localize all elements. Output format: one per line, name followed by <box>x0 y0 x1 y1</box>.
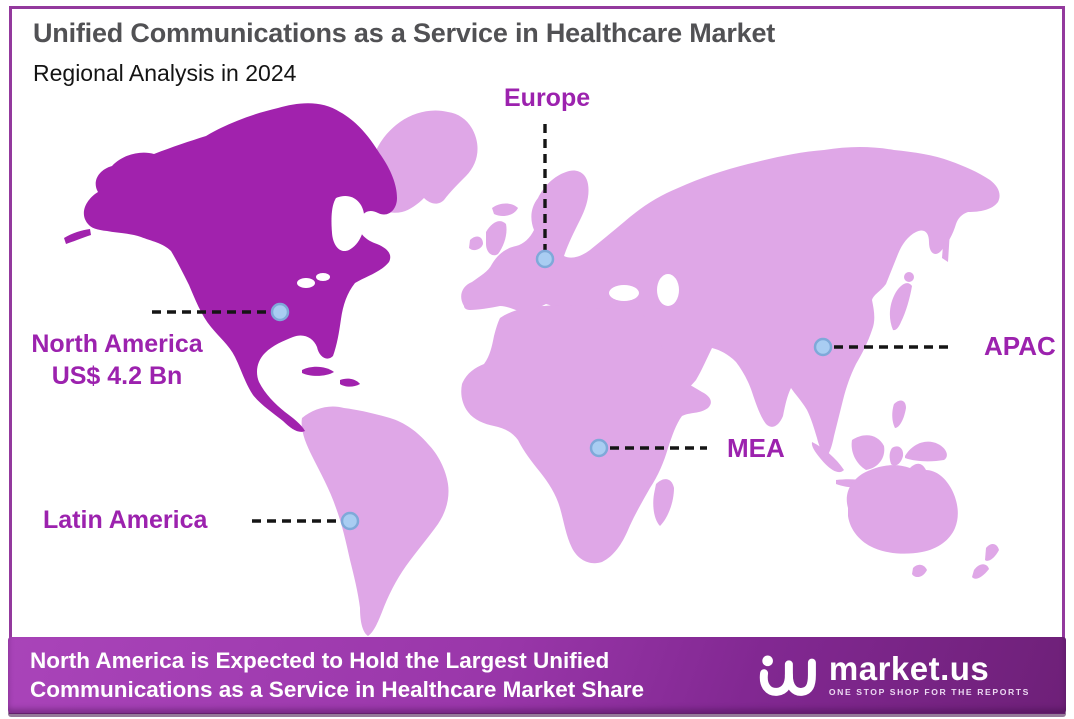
landmass-sakhalin <box>942 230 950 262</box>
marketus-logo-name: market.us <box>828 650 990 687</box>
page-subtitle: Regional Analysis in 2024 <box>33 60 297 86</box>
landmass-hokkaido <box>904 272 914 282</box>
marketus-logo: market.us ONE STOP SHOP FOR THE REPORTS <box>757 647 1030 703</box>
inland-water <box>297 195 679 306</box>
marketus-logo-tagline: ONE STOP SHOP FOR THE REPORTS <box>828 687 1030 697</box>
label-north-america: North America US$ 4.2 Bn <box>12 328 222 392</box>
landmass-japan <box>889 283 912 331</box>
hudson-bay <box>331 195 365 252</box>
label-latin-america: Latin America <box>43 506 208 534</box>
landmass-philippines <box>892 400 906 428</box>
landmass-uk <box>486 221 507 256</box>
label-north-america-name: North America <box>31 330 203 358</box>
landmass-borneo <box>851 435 885 470</box>
label-north-america-value: US$ 4.2 Bn <box>51 362 183 390</box>
label-mea: MEA <box>727 433 785 463</box>
marker-europe <box>535 249 555 269</box>
landmass-sulawesi <box>889 446 904 466</box>
landmass-ireland <box>469 236 483 251</box>
marker-north-america <box>270 302 290 322</box>
landmass-nz-north <box>985 544 999 561</box>
great-lakes <box>297 278 315 288</box>
landmass-africa <box>461 305 711 564</box>
leader-lines <box>152 124 950 523</box>
landmass-hispaniola <box>340 378 360 387</box>
label-apac: APAC <box>984 331 1056 361</box>
marker-apac <box>813 337 833 357</box>
great-lakes-2 <box>316 273 330 281</box>
bottom-banner: North America is Expected to Hold the La… <box>8 637 1066 713</box>
landmass-south-america <box>301 406 449 636</box>
marketus-logo-text: market.us ONE STOP SHOP FOR THE REPORTS <box>828 650 1030 697</box>
banner-text: North America is Expected to Hold the La… <box>30 646 644 704</box>
marker-mea <box>589 438 609 458</box>
landmass-eurasia <box>461 147 1000 456</box>
page-title: Unified Communications as a Service in H… <box>33 18 776 48</box>
banner-text-line1: North America is Expected to Hold the La… <box>30 648 610 673</box>
landmass-greenland <box>368 110 478 213</box>
landmass-north-america <box>83 103 398 432</box>
landmass-tasmania <box>912 564 927 578</box>
landmass-cuba <box>302 366 334 376</box>
landmass-madagascar <box>653 479 674 526</box>
caspian-sea <box>657 274 679 306</box>
landmass-nz-south <box>972 564 989 579</box>
location-markers <box>270 249 833 531</box>
marketus-logo-icon <box>759 655 816 696</box>
banner-text-line2: Communications as a Service in Healthcar… <box>30 677 645 702</box>
marker-latin-america <box>340 511 360 531</box>
region-rest-of-world <box>301 110 1000 636</box>
landmass-aleutians <box>64 229 91 244</box>
landmass-iceland <box>492 203 518 216</box>
label-europe: Europe <box>504 84 591 112</box>
landmass-sumatra <box>811 442 844 473</box>
landmass-australia <box>846 463 958 554</box>
region-north-america <box>64 103 398 432</box>
black-sea <box>609 285 639 301</box>
landmass-new-guinea <box>905 441 947 462</box>
